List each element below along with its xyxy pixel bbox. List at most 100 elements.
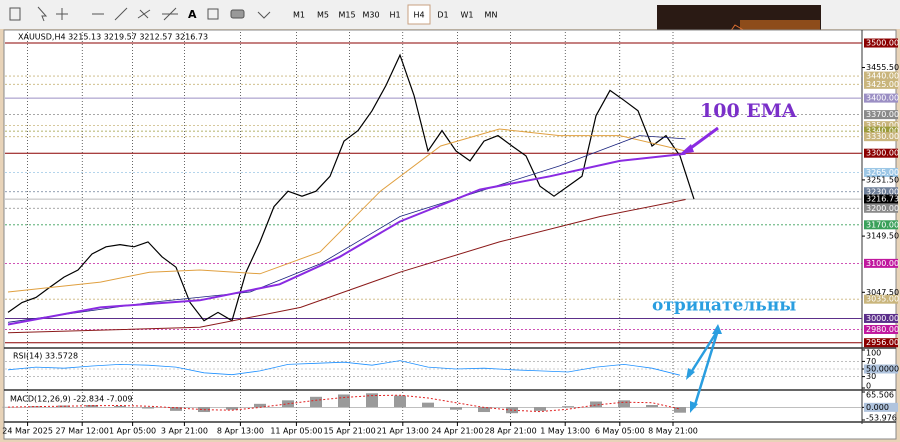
series-line <box>7 360 681 376</box>
level-box <box>864 167 898 177</box>
annotation-arrow <box>688 329 720 409</box>
level-label: 3300.00 <box>866 149 899 158</box>
histogram-bar <box>534 407 546 411</box>
histogram-bar <box>674 407 686 413</box>
level-box <box>864 93 898 103</box>
level-label: 2956.00 <box>866 338 899 347</box>
y-tick-label: 100 <box>866 349 881 358</box>
level-label: 3200.00 <box>866 204 899 213</box>
histogram-bar <box>478 407 490 413</box>
x-tick-label: 15 Apr 21:00 <box>324 427 376 436</box>
level-label: 3100.00 <box>866 259 899 268</box>
histogram-bar <box>170 407 182 411</box>
macd-title: MACD(12,26,9) -22.834 -7.009 <box>10 395 133 404</box>
level-label: 3230.00 <box>866 187 899 196</box>
x-tick-label: 24 Mar 2025 <box>2 427 53 436</box>
tick-box <box>864 402 898 412</box>
annotation-arrowhead <box>686 324 722 413</box>
x-tick-label: 1 May 13:00 <box>540 427 590 436</box>
timeframe-bar: M1 M5 M15 M30 H1 H4 D1 W1 MN <box>293 4 498 25</box>
timeframe-button[interactable] <box>407 4 431 25</box>
annotation: 100 EMA <box>700 100 797 122</box>
x-tick-label: 27 Mar 12:00 <box>55 427 108 436</box>
y-tick-label: 30 <box>866 372 876 381</box>
histogram-bar <box>142 407 154 409</box>
level-box <box>864 79 898 89</box>
series-line <box>7 199 686 334</box>
level-label: 3370.00 <box>866 110 899 119</box>
level-box <box>864 121 898 131</box>
x-tick-label: 24 Apr 21:00 <box>431 427 483 436</box>
level-box <box>864 38 898 48</box>
tick-box <box>864 364 898 374</box>
level-label: 3500.00 <box>866 39 899 48</box>
level-box <box>864 220 898 230</box>
y-tick-label: 0.000 <box>866 403 889 412</box>
timeframe-label[interactable]: M1 <box>293 11 305 20</box>
level-label: 3425.00 <box>866 80 899 89</box>
timeframe-label[interactable]: M15 <box>338 11 355 20</box>
icon <box>162 7 178 21</box>
histogram-bar <box>394 395 406 408</box>
rsi-title: RSI(14) 33.5728 <box>13 352 78 361</box>
level-label: 3000.00 <box>866 314 899 323</box>
timeframe-label[interactable]: M30 <box>362 11 379 20</box>
y-tick-label: 3047.50 <box>866 288 899 297</box>
level-label: 2980.00 <box>866 325 899 334</box>
timeframe-label[interactable]: D1 <box>437 11 448 20</box>
histogram-bar <box>366 393 378 408</box>
timeframe-label[interactable]: M5 <box>317 11 329 20</box>
series-line <box>7 394 681 413</box>
y-tick-label: 0 <box>866 382 871 391</box>
level-box <box>864 203 898 213</box>
timeframe-label[interactable]: MN <box>485 11 498 20</box>
level-box <box>864 187 898 197</box>
series-line <box>7 128 686 293</box>
level-label: 3035.00 <box>866 295 899 304</box>
x-tick-label: 1 Apr 05:00 <box>109 427 156 436</box>
histogram-bar <box>254 403 266 408</box>
level-box <box>864 313 898 323</box>
annotation-arrow <box>687 126 719 152</box>
last-price-box <box>864 194 898 204</box>
y-tick-label: 3251.50 <box>866 175 899 184</box>
chart-header: XAUUSD,H4 3215.13 3219.57 3212.57 3216.7… <box>18 33 208 42</box>
timeframe-label[interactable]: H4 <box>413 11 424 20</box>
level-box <box>864 294 898 304</box>
histogram-bar <box>646 405 658 408</box>
timeframe-label[interactable]: H1 <box>389 11 400 20</box>
level-label: 3350.00 <box>866 121 899 130</box>
x-tick-label: 3 Apr 21:00 <box>161 427 208 436</box>
level-box <box>864 71 898 81</box>
x-tick-label: 11 Apr 05:00 <box>270 427 322 436</box>
icon <box>230 9 245 19</box>
histogram-bar <box>618 400 630 408</box>
series-line <box>7 152 686 326</box>
level-box <box>864 110 898 120</box>
annotation-arrowhead <box>680 144 694 154</box>
y-tick-label: 3149.50 <box>866 232 899 241</box>
x-tick-label: 6 May 05:00 <box>595 427 645 436</box>
last-price-label: 3216.73 <box>866 195 899 204</box>
annotations: 100 EMA отрицательны <box>652 100 797 413</box>
level-label: 3440.00 <box>866 72 899 81</box>
x-tick-label: 28 Apr 21:00 <box>485 427 537 436</box>
series-line <box>7 135 686 323</box>
histogram-bar <box>226 407 238 410</box>
histogram-bar <box>310 396 322 408</box>
histogram-bar <box>590 401 602 408</box>
icon <box>207 8 219 20</box>
icon <box>56 8 68 20</box>
histogram-bar <box>562 406 574 408</box>
icon <box>9 7 21 21</box>
y-tick-label: 3455.50 <box>866 63 899 72</box>
histogram-bar <box>422 402 434 408</box>
level-box <box>864 148 898 158</box>
x-tick-label: 8 May 21:00 <box>648 427 698 436</box>
y-tick-label: 65.506 <box>866 391 894 400</box>
icon <box>257 11 271 19</box>
histogram-bar <box>114 405 126 408</box>
level-label: 3265.00 <box>866 168 899 177</box>
histogram-bar <box>450 407 462 410</box>
timeframe-label[interactable]: W1 <box>461 11 474 20</box>
